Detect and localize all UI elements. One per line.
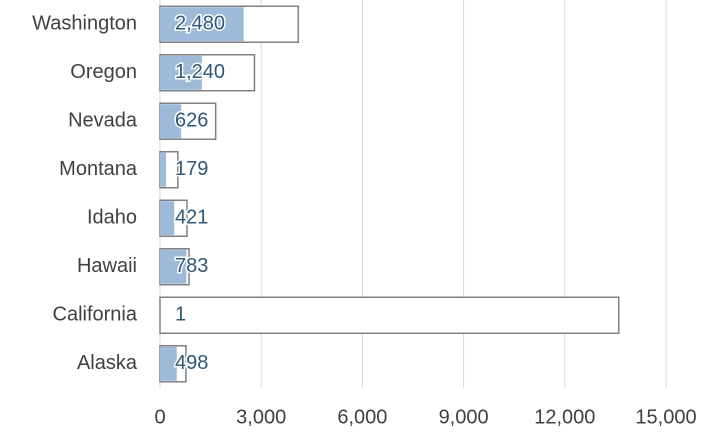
y-tick-label: Nevada [68,110,138,132]
x-tick-label: 9,000 [439,406,489,428]
bar [160,249,187,284]
x-tick-label: 15,000 [635,406,696,428]
bar [160,7,244,42]
value-label: 421 [175,207,208,229]
value-label: 498 [175,352,208,374]
value-label: 1 [175,304,186,326]
x-tick-label: 6,000 [337,406,387,428]
y-tick-label: Washington [32,13,137,35]
value-label: 783 [175,255,208,277]
x-tick-label: 0 [154,406,165,428]
value-label: 626 [175,110,208,132]
bar [160,55,202,90]
y-tick-label: Alaska [77,352,138,374]
y-tick-label: Hawaii [77,255,137,277]
bar [160,346,177,381]
x-tick-label: 3,000 [236,406,286,428]
value-label: 2,480 [175,13,225,35]
bar [160,104,182,139]
target-bar [159,296,620,334]
value-label: 179 [175,158,208,180]
value-label: 1,240 [175,61,225,83]
y-tick-label: California [53,304,138,326]
y-tick-label: Idaho [87,207,137,229]
y-tick-label: Oregon [70,61,137,83]
y-tick-label: Montana [59,158,138,180]
bar [160,201,175,236]
x-tick-label: 12,000 [534,406,595,428]
bar [160,152,167,187]
